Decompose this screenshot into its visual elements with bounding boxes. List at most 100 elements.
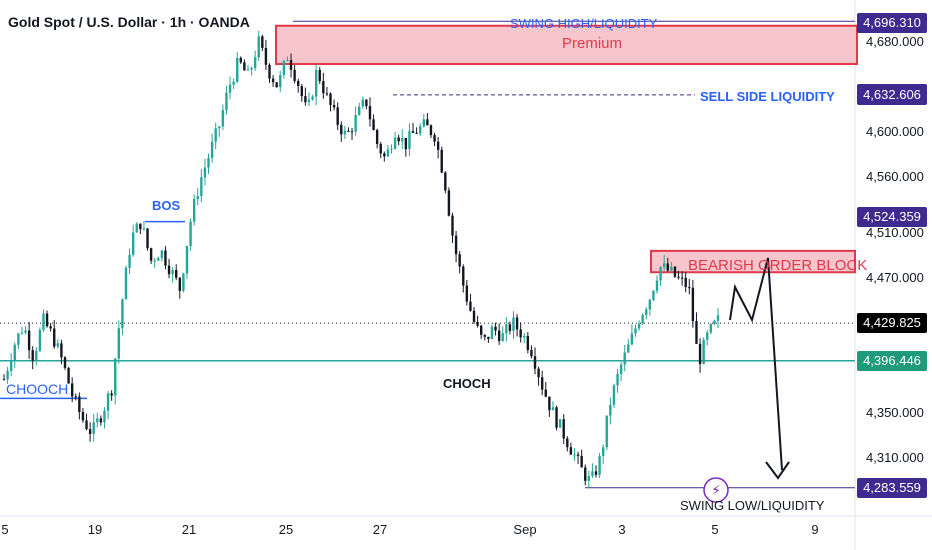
premium-zone [275,24,858,66]
candle-body [35,350,38,361]
candle-body [609,404,612,416]
projection-path [729,257,783,471]
candle-body [31,350,34,361]
candle-body [214,128,217,142]
candle-body [74,396,77,398]
candle-body [515,317,519,330]
price-tag: 4,429.825 [857,313,927,334]
x-tick-label: Sep [513,522,537,537]
candle-body [458,254,461,267]
candle-body [497,330,501,342]
candle-body [253,57,257,69]
candle-body [580,455,583,468]
candle-body [332,105,336,108]
candle-body [408,131,411,150]
candle-body [88,429,92,434]
candle-body [2,379,6,381]
candle-body [268,64,271,79]
candle-body [372,119,375,131]
candle-body [329,93,332,106]
candle-body [627,344,630,353]
candle-body [698,343,702,365]
candle-body [171,270,174,275]
candle-body [433,135,436,142]
candle-body [286,60,289,62]
candle-body [562,419,565,439]
x-tick-label: 5 [1,522,9,537]
candle-body [688,287,691,289]
candle-body [655,280,659,291]
candle-body [49,326,52,329]
candle-body [318,69,321,82]
candle-body [131,232,135,255]
candle-body [106,393,110,411]
candle-body [210,141,214,158]
candle-body [419,126,422,134]
price-tag: 4,283.559 [857,477,927,498]
candle-body [128,254,131,268]
candle-body [189,221,192,246]
choch-left-label: CHOOCH [6,381,69,397]
candle-body [178,277,182,291]
candle-body [139,223,142,230]
candle-body [282,60,286,75]
candle-body [598,455,601,475]
candle-body [81,411,85,421]
lightning-badge [703,477,729,503]
candle-body [9,361,13,371]
candle-body [192,199,196,222]
y-tick-label: 4,600.000 [866,123,924,139]
candle-body [695,321,698,344]
candle-body [404,137,408,150]
bearish-order-block-zone [650,249,856,274]
candle-body [325,93,329,95]
candle-body [343,130,347,135]
candle-body [566,438,569,448]
candle-body [117,328,121,359]
candle-body [436,141,440,150]
candle-body [551,407,555,411]
candle-body [652,290,655,300]
candle-body [634,328,637,334]
candle-body [508,324,512,331]
candle-body [6,370,9,380]
candle-body [175,270,178,278]
candle-body [53,328,56,347]
x-tick-label: 3 [618,522,626,537]
candle-body [124,267,128,300]
candle-body [236,57,239,82]
candle-body [619,364,623,374]
candle-body [110,393,113,396]
candle-body [45,313,49,327]
candle-body [304,96,307,103]
candle-body [587,475,591,481]
candle-body [157,258,160,261]
candle-body [322,81,325,94]
candle-body [135,223,138,233]
candle-body [63,357,67,368]
candle-body [713,320,716,324]
price-tag: 4,396.446 [857,350,927,371]
candle-body [67,367,70,384]
candle-body [601,447,605,456]
candle-body [569,447,573,455]
candle-body [641,314,644,324]
candle-body [225,92,228,111]
candle-body [96,418,99,423]
candle-body [530,350,533,357]
candle-body [540,377,544,390]
candle-body [447,190,451,216]
candle-body [221,110,225,127]
candle-body [293,69,296,81]
candle-body [228,84,232,93]
candle-body [390,148,393,150]
candle-body [422,119,425,127]
candle-body [121,299,124,329]
premium-label: Premium [562,35,623,52]
candle-body [523,335,526,338]
candle-body [314,69,318,97]
candle-body [379,144,382,154]
candle-body [526,335,530,351]
x-tick-label: 25 [278,522,294,537]
